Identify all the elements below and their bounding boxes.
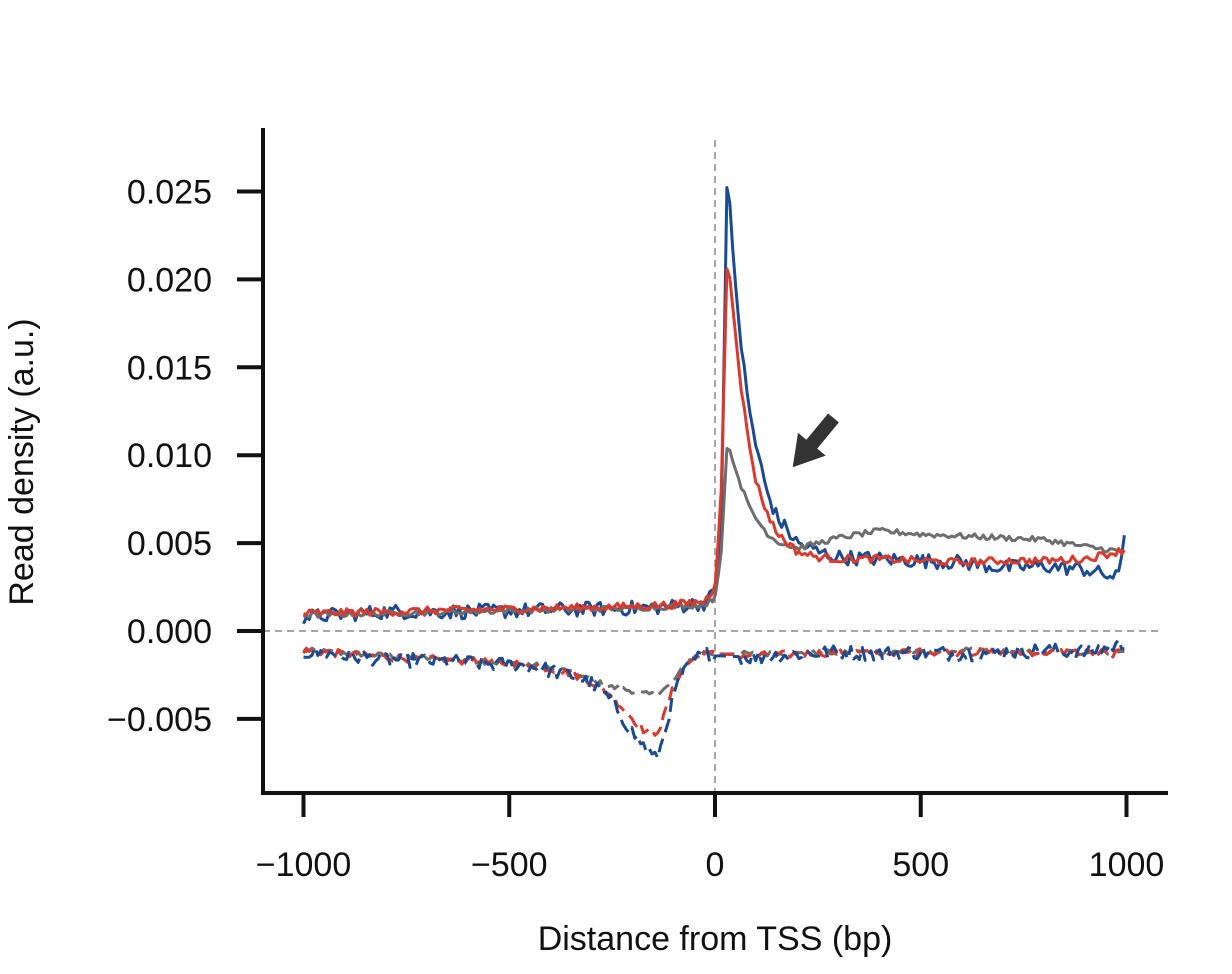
arrow-shape bbox=[792, 413, 839, 468]
x-tick-label: −500 bbox=[471, 846, 548, 884]
series-line-4 bbox=[302, 646, 1126, 737]
axes bbox=[261, 128, 1168, 795]
annotations bbox=[792, 413, 839, 468]
series-layer bbox=[302, 186, 1126, 760]
y-tick-label: 0.000 bbox=[127, 613, 212, 651]
x-tick-label: 0 bbox=[706, 846, 725, 884]
x-tick-label: −1000 bbox=[256, 846, 352, 884]
annotation-arrow bbox=[792, 413, 839, 468]
ticks: −1000 −500 0 500 1000 0.025 0.020 0.015 0.010 0.0… bbox=[107, 174, 1164, 885]
y-tick-label: 0.015 bbox=[127, 349, 212, 387]
y-tick-label: 0.010 bbox=[127, 437, 212, 475]
x-tick-label: 500 bbox=[892, 846, 949, 884]
series-line-3 bbox=[303, 638, 1125, 760]
series-line-2 bbox=[302, 447, 1126, 619]
series-line-5 bbox=[302, 646, 1125, 698]
y-tick-label: −0.005 bbox=[107, 701, 212, 739]
reference-lines bbox=[263, 140, 1160, 793]
y-axis-title: Read density (a.u.) bbox=[3, 318, 41, 605]
x-axis-title: Distance from TSS (bp) bbox=[538, 920, 893, 958]
series-line-0 bbox=[302, 186, 1126, 625]
y-tick-label: 0.005 bbox=[127, 525, 212, 563]
x-tick-label: 1000 bbox=[1089, 846, 1165, 884]
y-tick-label: 0.020 bbox=[127, 261, 212, 299]
series-line-1 bbox=[303, 267, 1126, 618]
y-tick-label: 0.025 bbox=[127, 174, 212, 212]
